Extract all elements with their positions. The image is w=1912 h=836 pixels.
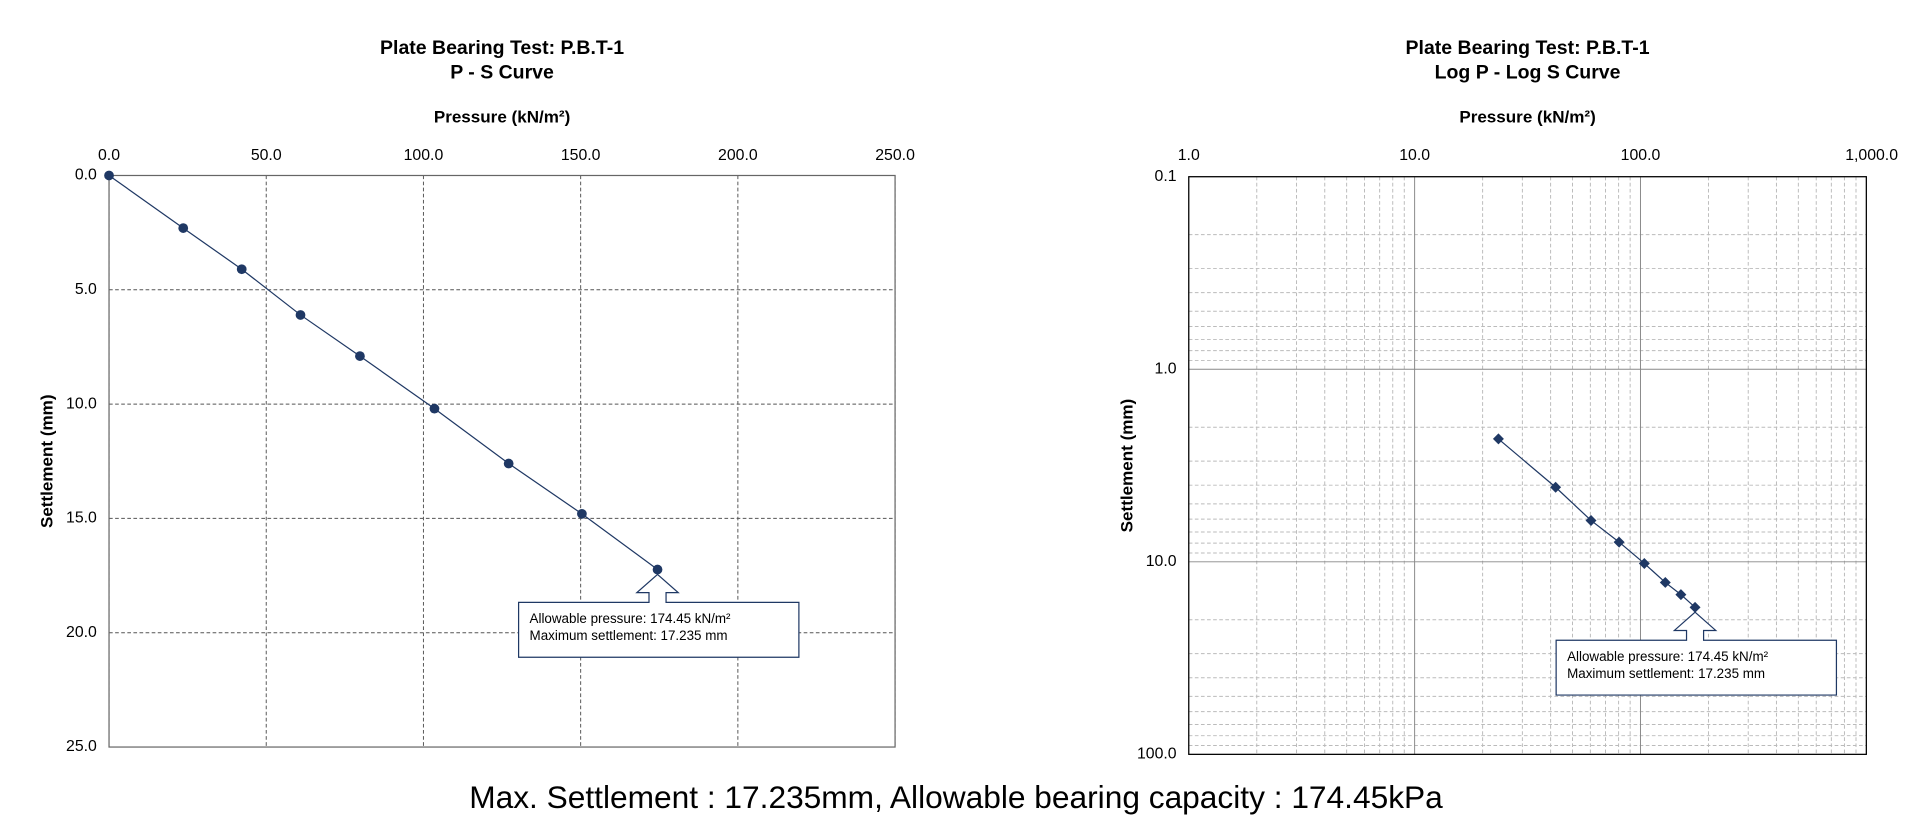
data-point: [1492, 433, 1504, 445]
caption: Max. Settlement : 17.235mm, Allowable be…: [469, 779, 1443, 815]
y-axis-label: Settlement (mm): [38, 394, 57, 528]
plot-frame: [108, 174, 896, 748]
y-tick-label: 15.0: [66, 510, 97, 527]
y-tick-label: 0.1: [1155, 168, 1177, 185]
x-tick-label: 0.0: [98, 147, 120, 164]
y-tick-label: 10.0: [66, 395, 97, 412]
chart-title: Plate Bearing Test: P.B.T-1: [380, 37, 624, 59]
chart-subtitle: P - S Curve: [450, 61, 554, 83]
callout: [1555, 611, 1838, 696]
x-axis-label: Pressure (kN/m²): [434, 108, 570, 127]
y-tick-label: 100.0: [1137, 746, 1177, 763]
y-tick-label: 5.0: [75, 281, 97, 298]
y-tick-label: 1.0: [1155, 360, 1177, 377]
plot-frame: [1188, 176, 1867, 755]
series-line: [108, 174, 658, 571]
annotation-text: Allowable pressure: 174.45 kN/m²: [530, 611, 731, 626]
y-tick-label: 20.0: [66, 624, 97, 641]
data-point: [236, 264, 247, 275]
y-tick-label: 0.0: [75, 167, 97, 184]
x-axis-label: Pressure (kN/m²): [1459, 108, 1595, 127]
chart-title: Plate Bearing Test: P.B.T-1: [1406, 37, 1650, 59]
x-tick-label: 1,000.0: [1845, 147, 1898, 164]
y-tick-label: 25.0: [66, 738, 97, 755]
y-tick-label: 10.0: [1146, 553, 1177, 570]
data-point: [503, 458, 514, 469]
x-tick-label: 50.0: [251, 147, 282, 164]
annotation-text: Maximum settlement: 17.235 mm: [530, 628, 728, 643]
x-tick-label: 200.0: [718, 147, 758, 164]
x-tick-label: 100.0: [404, 147, 444, 164]
callout: [517, 573, 800, 658]
chart-subtitle: Log P - Log S Curve: [1435, 61, 1621, 83]
y-axis-label: Settlement (mm): [1117, 399, 1136, 533]
x-tick-label: 10.0: [1399, 147, 1430, 164]
data-point: [429, 403, 440, 414]
x-tick-label: 1.0: [1178, 147, 1200, 164]
annotation-text: Allowable pressure: 174.45 kN/m²: [1567, 649, 1768, 664]
annotation-text: Maximum settlement: 17.235 mm: [1567, 666, 1765, 681]
data-point: [652, 564, 663, 575]
data-point: [1659, 576, 1671, 588]
x-tick-label: 100.0: [1621, 147, 1661, 164]
x-tick-label: 150.0: [561, 147, 601, 164]
data-point: [355, 351, 365, 361]
data-point: [104, 170, 114, 181]
data-point: [295, 310, 306, 320]
data-point: [1585, 514, 1597, 526]
data-point: [178, 223, 189, 233]
x-tick-label: 250.0: [875, 147, 915, 164]
data-point: [577, 508, 587, 519]
